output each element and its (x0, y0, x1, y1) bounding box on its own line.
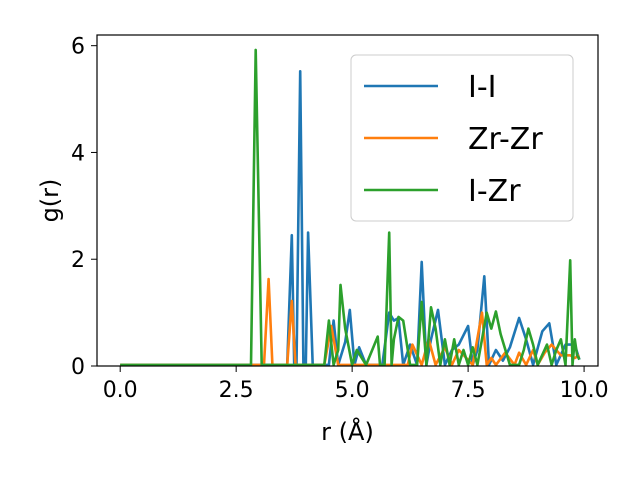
x-tick-label: 10.0 (560, 378, 609, 403)
x-tick-label: 7.5 (451, 378, 486, 403)
legend: I-I Zr-Zr I-Zr (350, 54, 574, 222)
plot-frame (96, 34, 599, 367)
legend-box (350, 54, 574, 222)
series-line-3 (120, 48, 581, 367)
x-tick-label: 2.5 (219, 378, 254, 403)
y-axis-label: g(r) (36, 179, 64, 223)
y-tick-label: 6 (71, 35, 85, 60)
x-tick-label: 5.0 (335, 378, 370, 403)
series-line-1 (120, 70, 581, 367)
legend-label: Zr-Zr (468, 122, 543, 157)
legend-label: I-Zr (468, 174, 521, 209)
legend-label: I-I (468, 70, 497, 105)
x-axis-label: r (Å) (321, 417, 374, 446)
y-tick-label: 4 (71, 141, 85, 166)
series-layer (120, 48, 581, 367)
x-tick-label: 0.0 (103, 378, 138, 403)
y-tick-label: 0 (71, 355, 85, 380)
y-tick-label: 2 (71, 248, 85, 273)
x-axis: 0.0 2.5 5.0 7.5 10.0 (103, 366, 609, 403)
y-axis: 0 2 4 6 (71, 35, 97, 380)
